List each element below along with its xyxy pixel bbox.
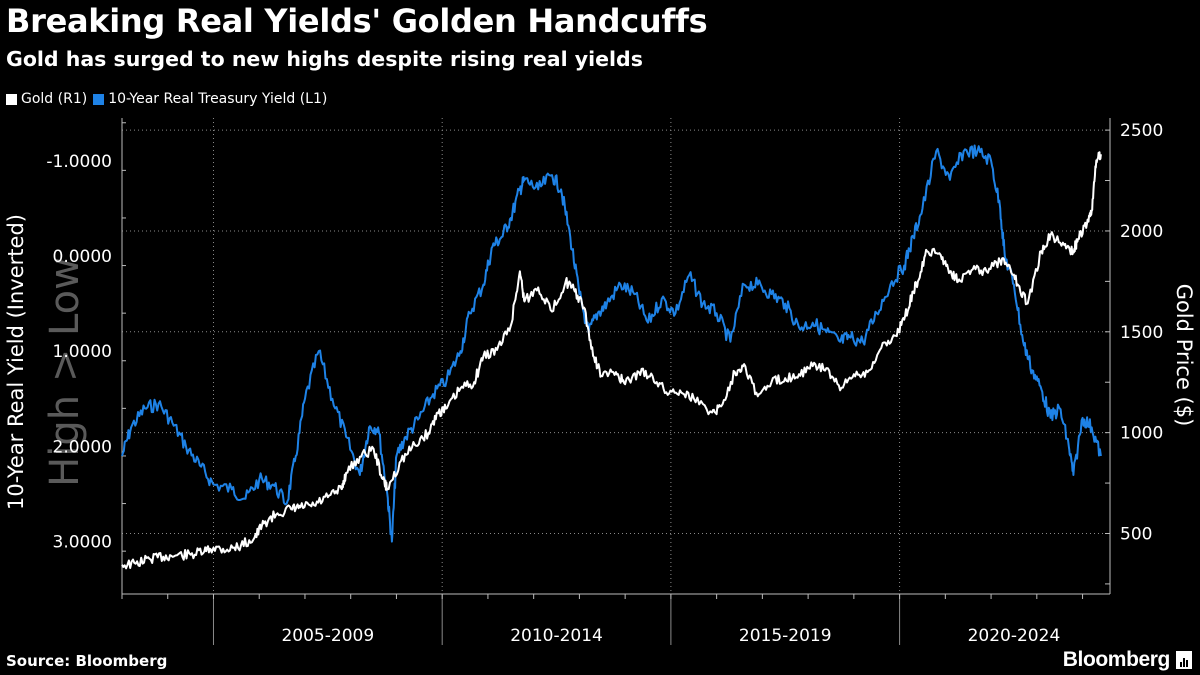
chart-legend: Gold (R1) 10-Year Real Treasury Yield (L… bbox=[6, 91, 333, 107]
chart-subtitle: Gold has surged to new highs despite ris… bbox=[6, 47, 643, 71]
left-tick-label: 2.0000 bbox=[53, 437, 112, 457]
left-axis-title: 10-Year Real Yield (Inverted) bbox=[4, 214, 28, 510]
series-line-real-yield bbox=[121, 144, 1102, 543]
left-tick-label: 1.0000 bbox=[53, 342, 112, 362]
x-tick-label: 2010-2014 bbox=[510, 626, 603, 646]
left-tick-label: 0.0000 bbox=[53, 247, 112, 267]
legend-item-real-yield: 10-Year Real Treasury Yield (L1) bbox=[93, 91, 327, 107]
legend-label-gold: Gold (R1) bbox=[21, 91, 88, 107]
brand-logo: Bloomberg bbox=[1063, 648, 1192, 672]
watermark-text: High > Low bbox=[42, 257, 88, 487]
x-tick-label: 2005-2009 bbox=[281, 626, 374, 646]
legend-label-real-yield: 10-Year Real Treasury Yield (L1) bbox=[108, 91, 328, 107]
right-axis-title: Gold Price ($) bbox=[1172, 284, 1196, 427]
source-note: Source: Bloomberg bbox=[6, 652, 168, 670]
left-tick-label: -1.0000 bbox=[46, 152, 112, 172]
x-tick-label: 2015-2019 bbox=[739, 626, 832, 646]
terminal-icon bbox=[1176, 651, 1192, 669]
right-tick-label: 1000 bbox=[1120, 424, 1163, 444]
right-tick-label: 2500 bbox=[1120, 121, 1163, 141]
x-tick-label: 2020-2024 bbox=[968, 626, 1061, 646]
left-tick-label: 3.0000 bbox=[53, 533, 112, 553]
series-line-gold bbox=[121, 151, 1102, 570]
brand-wordmark: Bloomberg bbox=[1062, 648, 1171, 671]
legend-swatch-real-yield bbox=[93, 93, 105, 105]
legend-item-gold: Gold (R1) bbox=[6, 91, 87, 107]
right-tick-label: 1500 bbox=[1120, 323, 1163, 343]
right-tick-label: 500 bbox=[1120, 524, 1152, 544]
chart-title: Breaking Real Yields' Golden Handcuffs bbox=[6, 2, 708, 40]
right-tick-label: 2000 bbox=[1120, 222, 1163, 242]
legend-swatch-gold bbox=[6, 93, 17, 105]
